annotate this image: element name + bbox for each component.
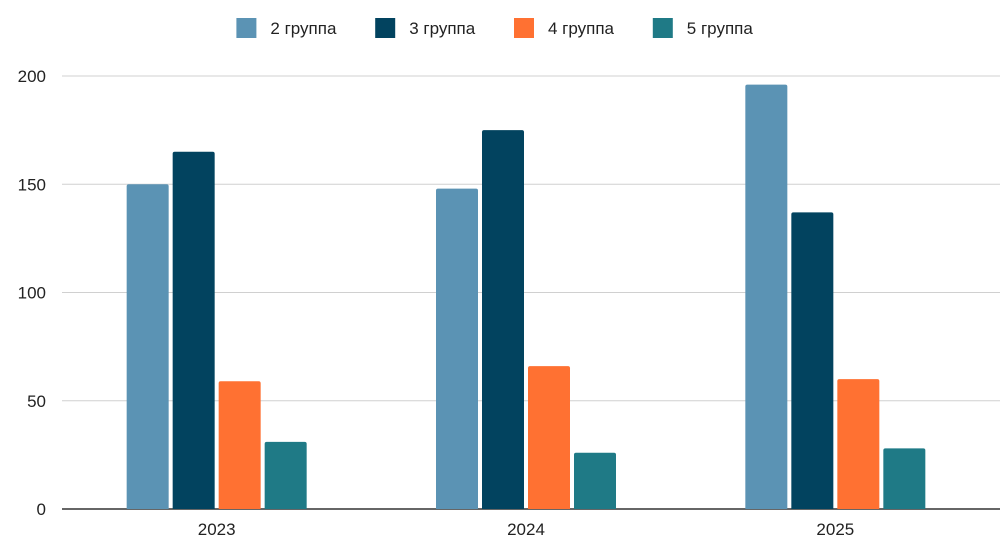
y-tick-label: 100 <box>18 284 46 303</box>
legend-swatch <box>375 18 396 38</box>
bar-3-группа-2025 <box>791 212 834 509</box>
legend-item: 2 группа <box>236 18 337 38</box>
bar-4-группа-2025 <box>837 379 880 509</box>
legend-item: 4 группа <box>514 18 615 38</box>
legend: 2 группа 3 группа 4 группа 5 группа <box>236 18 753 38</box>
y-tick-label: 150 <box>18 175 46 194</box>
legend-swatch <box>514 18 534 38</box>
legend-label: 2 группа <box>270 19 337 38</box>
bar-2-группа-2023 <box>126 184 169 509</box>
legend-swatch <box>236 18 257 38</box>
bars <box>126 84 926 509</box>
bar-5-группа-2025 <box>883 448 926 509</box>
x-axis-ticks: 2023 2024 2025 <box>198 520 854 539</box>
legend-swatch <box>652 18 673 38</box>
x-tick-label: 2024 <box>507 520 545 539</box>
legend-label: 4 группа <box>548 19 615 38</box>
x-tick-label: 2023 <box>198 520 236 539</box>
bar-3-группа-2023 <box>172 151 215 509</box>
y-axis-ticks: 0 50 100 150 200 <box>18 67 46 519</box>
bar-5-группа-2023 <box>264 441 307 509</box>
y-tick-label: 200 <box>18 67 46 86</box>
legend-label: 5 группа <box>687 19 754 38</box>
y-tick-label: 50 <box>27 392 46 411</box>
bar-4-группа-2023 <box>218 381 261 509</box>
legend-item: 3 группа <box>375 18 476 38</box>
bar-4-группа-2024 <box>528 366 570 509</box>
bar-2-группа-2025 <box>745 84 788 509</box>
legend-label: 3 группа <box>409 19 476 38</box>
bar-5-группа-2024 <box>574 452 616 509</box>
legend-item: 5 группа <box>652 18 754 38</box>
bar-2-группа-2024 <box>436 188 478 509</box>
x-tick-label: 2025 <box>816 520 854 539</box>
bar-3-группа-2024 <box>482 130 524 509</box>
y-tick-label: 0 <box>37 500 46 519</box>
